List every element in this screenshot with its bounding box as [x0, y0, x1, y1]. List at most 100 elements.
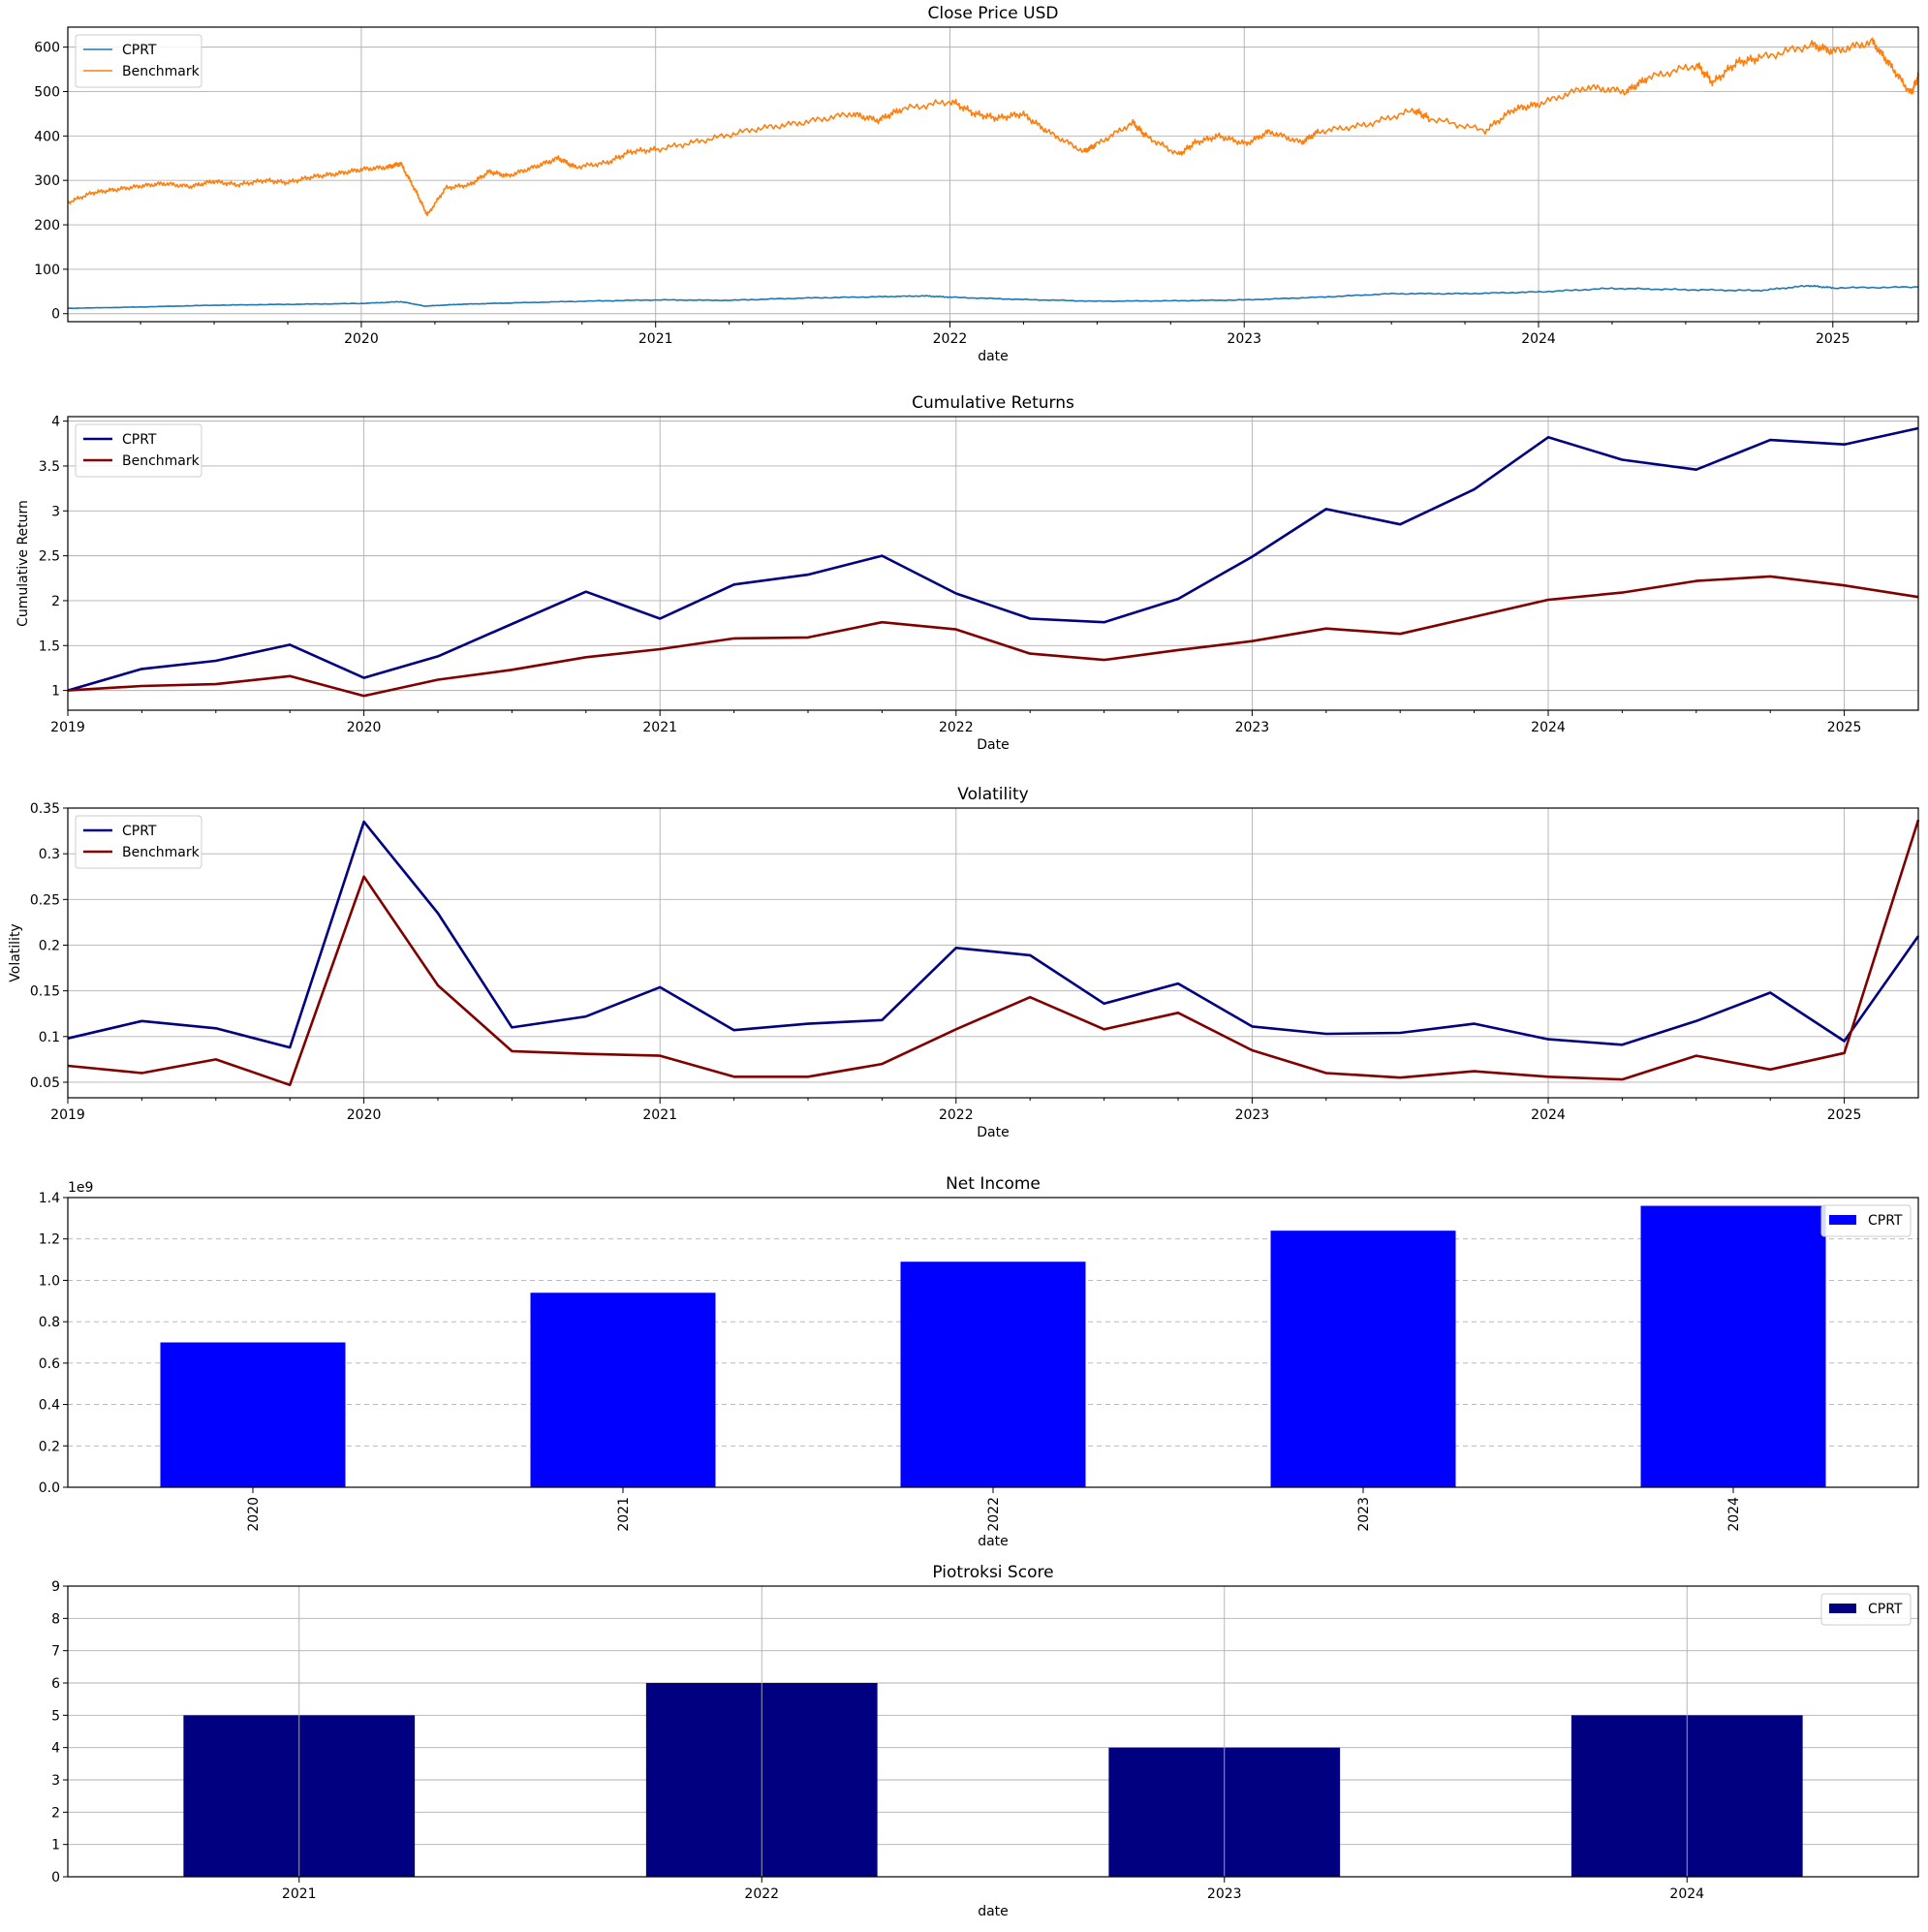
y-tick-label: 0.0	[39, 1480, 60, 1496]
series-line-benchmark	[67, 37, 1919, 217]
y-tick-label: 1	[51, 684, 60, 700]
x-tick-label: 2025	[1816, 331, 1850, 347]
y-tick-label: 0.35	[30, 801, 60, 817]
y-tick-label: 0.05	[30, 1075, 60, 1091]
legend-label: Benchmark	[122, 845, 201, 860]
y-tick-label: 5	[51, 1708, 60, 1724]
legend-label: CPRT	[122, 824, 157, 839]
x-tick-label: 2020	[344, 331, 379, 347]
y-tick-label: 0.3	[39, 847, 60, 862]
series-line-benchmark	[67, 819, 1920, 1087]
y-tick-label: 0.2	[39, 1439, 60, 1454]
y-tick-label: 8	[51, 1611, 60, 1627]
legend-label: CPRT	[122, 432, 157, 448]
y-tick-label: 0.6	[39, 1356, 60, 1372]
x-tick-label: 2022	[744, 1886, 779, 1902]
subplot-1: Close Price USD 0 100 200 300 400 500 600 2020 20…	[34, 4, 1919, 364]
y-tick-label: 6	[51, 1676, 60, 1692]
y-tick-label: 0.1	[39, 1030, 60, 1045]
y-tick-label: 4	[51, 415, 60, 430]
y-tick-label: 1.4	[39, 1191, 60, 1206]
y-tick-label: 2	[51, 1805, 60, 1821]
chart-title: Piotroksi Score	[932, 1563, 1053, 1582]
axes-frame	[67, 416, 1919, 711]
legend-label: Benchmark	[122, 64, 201, 79]
legend-label: Benchmark	[122, 453, 201, 469]
legend-box	[1820, 1204, 1912, 1237]
subplot-5: Piotroksi Score 0 1 2 3 4 5 6 7 8 9 2021 2022 2023 202…	[51, 1563, 1919, 1919]
y-tick-label: 7	[51, 1644, 60, 1660]
y-tick-label: 0.2	[39, 938, 60, 953]
y-tick-label: 2.5	[39, 549, 60, 565]
x-tick-label: 2021	[642, 720, 677, 735]
y-tick-label: 0.15	[30, 984, 60, 1000]
x-tick-label: 2022	[939, 720, 974, 735]
chart-title: Net Income	[946, 1174, 1041, 1194]
y-tick-label: 1.5	[39, 639, 60, 654]
subplot-4: Net Income 0.0 0.2 0.4 0.6 0.8 1.0 1.2 1.4 2020 20…	[39, 1174, 1919, 1549]
x-axis-label: date	[978, 1534, 1009, 1549]
y-tick-label: 0.4	[39, 1398, 60, 1414]
x-tick-label: 2024	[1531, 1107, 1566, 1123]
y-tick-label: 1	[51, 1838, 60, 1854]
legend-box	[1820, 1593, 1912, 1626]
x-tick-label: 2024	[1726, 1497, 1742, 1532]
axes-frame	[67, 807, 1919, 1099]
legend-box	[75, 815, 202, 869]
x-tick-label: 2024	[1669, 1886, 1704, 1902]
x-tick-label: 2019	[50, 720, 85, 735]
x-tick-label: 2020	[246, 1497, 262, 1532]
x-tick-label: 2021	[642, 1107, 677, 1123]
x-tick-label: 2022	[939, 1107, 974, 1123]
x-tick-label: 2019	[50, 1107, 85, 1123]
x-tick-label: 2024	[1531, 720, 1566, 735]
x-tick-label: 2023	[1235, 720, 1270, 735]
chart-title: Volatility	[957, 785, 1028, 804]
bar-2021	[530, 1293, 716, 1487]
y-tick-label: 1.2	[39, 1232, 60, 1248]
y-tick-label: 300	[34, 173, 60, 189]
x-tick-label: 2021	[282, 1886, 317, 1902]
x-tick-label: 2025	[1827, 720, 1862, 735]
legend-box	[75, 34, 202, 88]
x-tick-label: 2020	[347, 720, 382, 735]
x-axis-label: Date	[977, 737, 1009, 753]
y-tick-label: 0.8	[39, 1315, 60, 1330]
y-tick-label: 0.25	[30, 892, 60, 908]
x-axis-label: date	[978, 1904, 1009, 1919]
x-tick-label: 2021	[616, 1497, 632, 1532]
y-tick-label: 2	[51, 594, 60, 609]
y-tick-label: 600	[34, 41, 60, 56]
x-axis-label: Date	[977, 1125, 1009, 1140]
y-tick-label: 3.5	[39, 459, 60, 475]
legend-label: CPRT	[122, 43, 157, 58]
axes-frame	[67, 1197, 1919, 1488]
axes-frame	[67, 26, 1919, 323]
x-tick-label: 2020	[347, 1107, 382, 1123]
x-tick-label: 2023	[1235, 1107, 1270, 1123]
y-offset-label: 1e9	[68, 1180, 93, 1196]
x-tick-label: 2021	[638, 331, 673, 347]
y-tick-label: 0	[51, 1870, 60, 1885]
chart-title: Cumulative Returns	[912, 393, 1074, 413]
bar-2023	[1270, 1231, 1456, 1487]
series-line-cprt	[67, 284, 1919, 310]
chart-title: Close Price USD	[928, 4, 1059, 23]
y-tick-label: 0	[51, 307, 60, 323]
x-tick-label: 2022	[986, 1497, 1002, 1532]
x-tick-label: 2023	[1356, 1497, 1372, 1532]
series-line-cprt	[67, 820, 1920, 1049]
y-tick-label: 4	[51, 1741, 60, 1757]
y-tick-label: 3	[51, 1773, 60, 1789]
series-line-cprt	[67, 426, 1919, 692]
x-tick-label: 2022	[933, 331, 968, 347]
y-tick-label: 200	[34, 218, 60, 234]
x-tick-label: 2024	[1521, 331, 1556, 347]
y-tick-label: 400	[34, 129, 60, 144]
y-tick-label: 1.0	[39, 1273, 60, 1289]
y-tick-label: 9	[51, 1579, 60, 1595]
bar-2024	[1640, 1205, 1826, 1487]
x-tick-label: 2023	[1227, 331, 1261, 347]
